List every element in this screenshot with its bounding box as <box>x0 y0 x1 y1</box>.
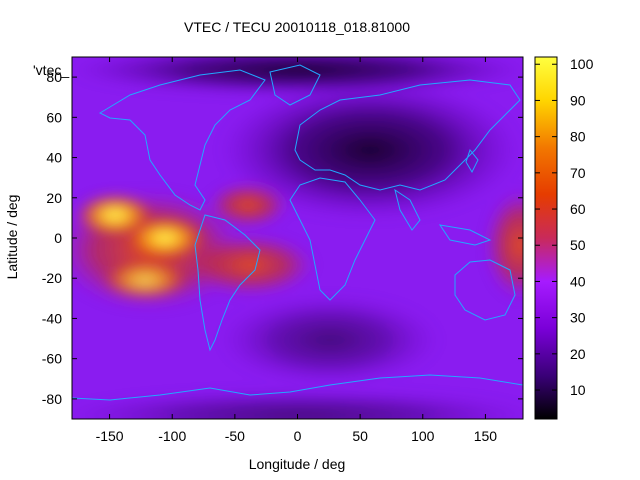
x-tick-label: 100 <box>411 428 435 444</box>
colorbar-axis: 100 90 80 70 60 50 40 30 20 10 <box>535 56 594 398</box>
y-tick-label: 40 <box>46 150 62 166</box>
x-axis-label: Longitude / deg <box>249 456 346 472</box>
colorbar-tick-label: 100 <box>570 56 594 72</box>
y-tick-label: 80 <box>46 69 62 85</box>
coastline-greenland <box>269 64 321 106</box>
anomaly-band-south-america <box>185 235 315 295</box>
x-tick-label: 150 <box>474 428 498 444</box>
y-tick-label: -60 <box>42 351 62 367</box>
y-axis-label: Latitude / deg <box>4 195 20 280</box>
y-tick-label: -20 <box>42 270 62 286</box>
coastline-antarctica <box>72 374 523 419</box>
y-axis: 80 60 40 20 0 -20 -40 -60 -80 <box>42 69 523 407</box>
low-tec-region-pole <box>72 57 523 95</box>
low-tec-region-north <box>220 80 520 220</box>
coastline-australia <box>454 259 516 321</box>
colorbar-tick-label: 80 <box>570 129 586 145</box>
x-tick-label: 0 <box>294 428 302 444</box>
coastline-eurasia <box>294 79 521 191</box>
y-tick-label: -80 <box>42 391 62 407</box>
x-tick-label: -50 <box>225 428 245 444</box>
colorbar-tick-label: 20 <box>570 346 586 362</box>
colorbar-tick-label: 40 <box>570 273 586 289</box>
coastlines <box>72 64 523 419</box>
low-tec-region-south-pole <box>72 390 523 419</box>
y-tick-label: 0 <box>54 230 62 246</box>
colorbar-tick-label: 70 <box>570 165 586 181</box>
coastline-south-america <box>194 214 261 352</box>
colorbar <box>534 56 558 420</box>
colorbar-tick-label: 10 <box>570 382 586 398</box>
coastline-india <box>394 188 421 231</box>
anomaly-band-dateline <box>485 190 523 300</box>
y-tick-label: -40 <box>42 310 62 326</box>
heatmap-area <box>72 57 523 419</box>
x-tick-label: -100 <box>158 428 186 444</box>
y-tick-label: 20 <box>46 190 62 206</box>
x-tick-label: -150 <box>96 428 124 444</box>
anomaly-peak-center <box>123 216 207 260</box>
colorbar-tick-label: 90 <box>570 92 586 108</box>
anomaly-band-atlantic <box>208 183 288 227</box>
x-tick-label: 50 <box>352 428 368 444</box>
coastline-africa <box>289 177 376 301</box>
x-axis: -150 -100 -50 0 50 100 150 <box>96 57 498 444</box>
colorbar-tick-label: 30 <box>570 310 586 326</box>
coastline-japan <box>465 148 479 174</box>
coastline-north-america <box>98 69 266 211</box>
colorbar-tick-label: 50 <box>570 237 586 253</box>
anomaly-peak-south <box>100 260 190 300</box>
chart-title: VTEC / TECU 20010118_018.81000 <box>184 19 410 35</box>
key-label: 'vtec_ <box>33 62 69 78</box>
coastline-se-asia <box>438 224 492 246</box>
low-tec-region-south <box>220 295 440 385</box>
colorbar-tick-label: 60 <box>570 201 586 217</box>
y-tick-label: 60 <box>46 109 62 125</box>
